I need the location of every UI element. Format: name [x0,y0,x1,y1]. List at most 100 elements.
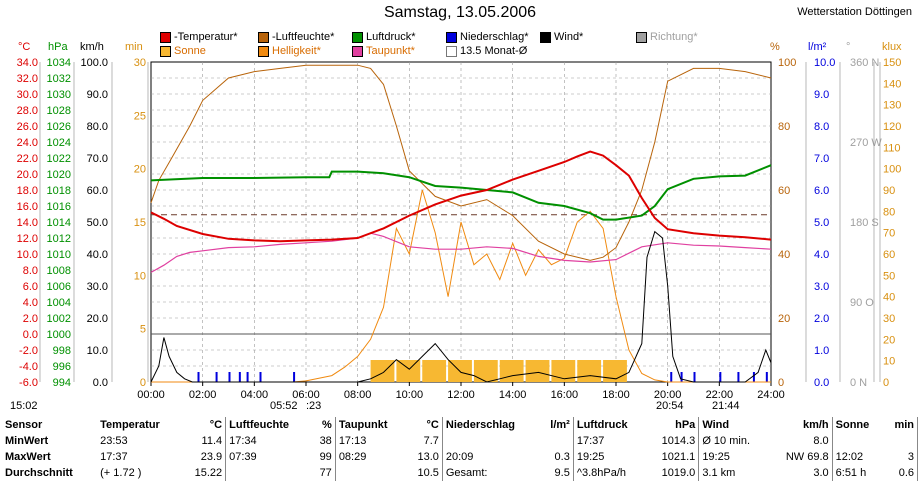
sun-bar [396,360,421,382]
summary-cell: 15.22 [181,465,227,481]
lux-tick: 130 [883,100,901,112]
legend-label: Niederschlag* [460,31,529,43]
rain-tick: 4.0 [814,249,829,261]
sun-bar [473,360,498,382]
temp-tick: 34.0 [17,57,38,69]
hum-tick: 20 [778,313,790,325]
summary-cell: MaxWert [5,451,51,463]
sun-tick: 10 [134,270,146,282]
summary-cell: l/m² [539,417,574,433]
axis-unit-hum: % [770,41,780,53]
press-tick: 1004 [47,297,71,309]
lux-tick: 60 [883,249,895,261]
summary-cell: min [883,417,918,433]
x-tick-label: 24:00 [757,389,785,400]
sun-tick: 15 [134,217,146,229]
summary-cell: 7.7 [406,433,443,449]
x-tick-label: 06:00 [292,389,320,400]
dir-tick: 0 N [850,377,867,389]
legend-item: Sonne [160,45,206,57]
legend-item: Taupunkt* [352,45,415,57]
wind-tick: 90.0 [87,89,108,101]
legend-swatch [446,31,457,43]
temp-tick: 32.0 [17,73,38,85]
press-tick: 1020 [47,169,71,181]
press-tick: 1010 [47,249,71,261]
legend-swatch [160,31,171,43]
temp-tick: -6.0 [19,377,38,389]
summary-cell: 17:37 [576,435,605,447]
summary-cell: 0.6 [883,465,918,481]
press-tick: 1012 [47,233,71,245]
rain-tick: 7.0 [814,153,829,165]
rain-bar [259,372,262,382]
summary-cell: 17:37 [100,451,128,463]
legend-item: -Luftfeuchte* [258,31,334,43]
hum-tick: 80 [778,121,790,133]
press-tick: 1024 [47,137,71,149]
summary-cell: Gesamt: [445,467,488,479]
x-tick-label: 02:00 [189,389,217,400]
legend-swatch [160,45,171,57]
lux-tick: 80 [883,206,895,218]
axis-unit-rain: l/m² [808,41,827,53]
rain-tick: 8.0 [814,121,829,133]
x-tick-label: 16:00 [551,389,579,400]
series-luftfeuchte [150,64,772,261]
legend-item: Helligkeit* [258,45,321,57]
legend-swatch [540,31,551,43]
sun-bar [577,360,602,382]
temp-tick: 12.0 [17,233,38,245]
summary-cell: hPa [647,417,700,433]
series-taupunkt [150,232,772,273]
press-tick: 996 [53,361,71,373]
lux-tick: 70 [883,228,895,240]
summary-row: MinWert 23:53 11.4 17:34 38 17:13 7.7 17:37 1014… [2,433,918,449]
temp-tick: 22.0 [17,153,38,165]
summary-cell [832,433,884,449]
temp-tick: 4.0 [23,297,38,309]
temp-tick: 18.0 [17,185,38,197]
rain-tick: 6.0 [814,185,829,197]
summary-row: Durchschnitt (+ 1.72 ) 15.22 77 10.5 Gesamt: 9… [2,465,918,481]
temp-tick: 14.0 [17,217,38,229]
summary-cell: 10.5 [406,465,443,481]
summary-cell [226,465,312,481]
wind-tick: 30.0 [87,281,108,293]
sun-tick: 25 [134,110,146,122]
summary-cell: Ø 10 min. [702,435,750,447]
sun-bar [422,360,447,382]
rain-bar [228,372,231,382]
press-tick: 1022 [47,153,71,165]
summary-cell: °C [181,417,227,433]
lux-tick: 150 [883,57,901,69]
series-helligkeit [151,189,771,383]
rain-bar [752,372,755,382]
legend-swatch [352,45,363,57]
summary-row: MaxWert 17:37 23.9 07:39 99 08:29 13.0 20:09 0.3… [2,449,918,465]
legend-label: Taupunkt* [366,45,415,57]
press-tick: 1026 [47,121,71,133]
legend-swatch [636,31,647,43]
summary-cell: 19:25 [702,451,730,463]
summary-cell: 23:53 [100,435,128,447]
legend-label: Wind* [554,31,584,43]
lux-tick: 40 [883,292,895,304]
summary-cell: °C [406,417,443,433]
legend-item: Wind* [540,31,583,43]
rain-bar [670,372,673,382]
legend-label: Helligkeit* [272,45,321,57]
rain-tick: 3.0 [814,281,829,293]
rain-bar [293,372,296,382]
weather-chart: °C hPa km/h min% l/m² ° klux 34.0 1034 32.0 1032 30… [17,41,902,400]
rain-bar [197,372,200,382]
x-tick-label: 14:00 [499,389,527,400]
legend-swatch [258,45,269,57]
temp-tick: 8.0 [23,265,38,277]
legend-label: -Temperatur* [174,31,238,43]
legend-label: Luftdruck* [366,31,416,43]
x-tick-label: 22:00 [706,389,734,400]
axis-unit-wind: km/h [80,41,104,53]
rain-bar [737,372,740,382]
series-temperatur [150,150,772,243]
